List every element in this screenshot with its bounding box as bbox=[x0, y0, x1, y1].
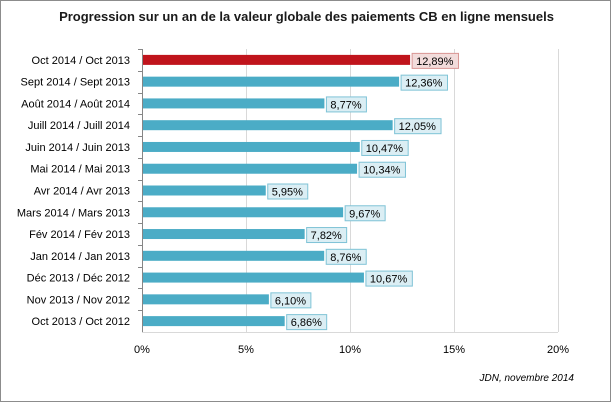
bar bbox=[143, 272, 364, 283]
data-label: 5,95% bbox=[272, 187, 303, 199]
category-label: Déc 2013 / Déc 2012 bbox=[27, 273, 130, 285]
data-label-box bbox=[358, 161, 406, 178]
bar bbox=[143, 76, 400, 87]
bar bbox=[143, 98, 325, 109]
bar bbox=[143, 294, 269, 305]
data-label: 6,10% bbox=[275, 295, 306, 307]
category-label: Oct 2013 / Oct 2012 bbox=[32, 316, 130, 328]
data-label-box bbox=[325, 248, 367, 265]
data-label: 10,47% bbox=[366, 143, 404, 155]
category-label: Juill 2014 / Juill 2014 bbox=[28, 120, 130, 132]
data-label-box bbox=[344, 205, 386, 222]
data-label: 12,89% bbox=[416, 56, 454, 68]
data-label: 7,82% bbox=[311, 230, 342, 242]
bar bbox=[143, 207, 344, 218]
data-label: 10,67% bbox=[370, 274, 408, 286]
data-label-box bbox=[411, 52, 460, 69]
bar bbox=[143, 316, 285, 327]
x-tick-label: 10% bbox=[339, 344, 361, 356]
category-label: Fév 2014 / Fév 2013 bbox=[29, 229, 130, 241]
x-tick-label: 15% bbox=[443, 344, 465, 356]
data-label: 6,86% bbox=[291, 317, 322, 329]
data-label-box bbox=[365, 270, 413, 287]
bar bbox=[143, 229, 305, 240]
category-label: Sept 2014 / Sept 2013 bbox=[21, 77, 130, 89]
bar bbox=[143, 250, 325, 261]
x-tick-label: 5% bbox=[238, 344, 254, 356]
data-label-box bbox=[306, 227, 348, 244]
bar bbox=[143, 141, 360, 152]
data-label-box bbox=[400, 74, 448, 91]
category-label: Avr 2014 / Avr 2013 bbox=[34, 186, 130, 198]
bar bbox=[143, 120, 393, 131]
data-label-box bbox=[270, 292, 312, 309]
data-label-box bbox=[286, 314, 328, 331]
data-label-box bbox=[394, 118, 442, 135]
bar bbox=[143, 54, 411, 65]
category-label: Jan 2014 / Jan 2013 bbox=[30, 251, 130, 263]
source-note: JDN, novembre 2014 bbox=[479, 373, 575, 384]
category-label: Juin 2014 / Juin 2013 bbox=[25, 142, 130, 154]
bar bbox=[143, 185, 266, 196]
data-label: 12,05% bbox=[399, 121, 437, 133]
bar bbox=[143, 163, 358, 174]
data-label-box bbox=[325, 96, 367, 113]
category-label: Mai 2014 / Mai 2013 bbox=[30, 164, 130, 176]
data-label-box bbox=[267, 183, 309, 200]
data-label: 12,36% bbox=[405, 78, 443, 90]
category-label: Mars 2014 / Mars 2013 bbox=[17, 207, 130, 219]
data-label: 8,76% bbox=[330, 252, 361, 264]
category-label: Nov 2013 / Nov 2012 bbox=[27, 294, 130, 306]
data-label-box bbox=[361, 139, 409, 156]
x-tick-label: 0% bbox=[134, 344, 150, 356]
data-label: 8,77% bbox=[330, 99, 361, 111]
category-label: Août 2014 / Août 2014 bbox=[21, 98, 130, 110]
category-label: Oct 2014 / Oct 2013 bbox=[32, 55, 130, 67]
data-label: 10,34% bbox=[363, 165, 401, 177]
data-label: 9,67% bbox=[349, 208, 380, 220]
chart-title: Progression sur un an de la valeur globa… bbox=[59, 9, 554, 24]
x-tick-label: 20% bbox=[547, 344, 569, 356]
